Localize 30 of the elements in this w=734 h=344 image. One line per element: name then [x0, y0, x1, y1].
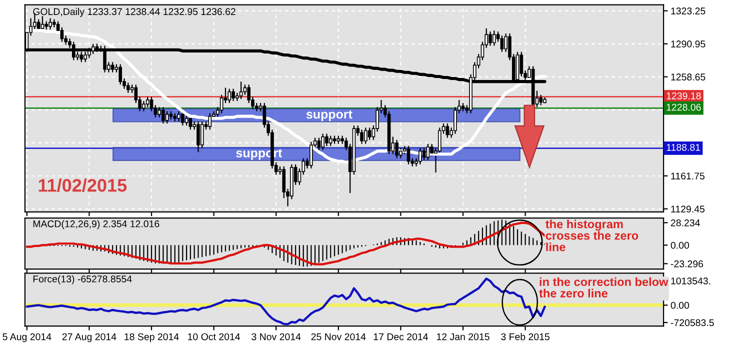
y-tick-label: 1323.25 [671, 8, 706, 14]
y-tick-label: 1290.95 [671, 40, 706, 48]
chart-title: GOLD,Daily 1233.37 1238.44 1232.95 1236.62 [33, 8, 236, 17]
y-tick-label: 1013543. [671, 277, 710, 284]
chart-title: Force(13) -65278.8554 [33, 275, 132, 284]
y-tick-label: 1161.75 [671, 172, 704, 180]
y-tick-label: 1129.45 [671, 206, 704, 213]
y-tick-label: -720583.5 [670, 319, 714, 326]
x-tick-label: 3 Nov 2014 [252, 333, 301, 340]
ref-line-label: 1188.81 [666, 144, 700, 151]
x-tick-label: 5 Aug 2014 [2, 333, 52, 342]
x-tick-label: 25 Nov 2014 [311, 333, 366, 340]
chart-title: MACD(12,26,9) 2.354 12.016 [33, 220, 160, 230]
y-tick-label: 0.00 [670, 242, 690, 249]
x-tick-label: 18 Sep 2014 [124, 333, 179, 342]
y-tick-label: -23.296 [670, 260, 704, 268]
x-tick-label: 27 Aug 2014 [62, 333, 116, 342]
x-tick-label: 10 Oct 2014 [188, 333, 240, 340]
annotation: in the correction below the zero line [539, 277, 668, 298]
annotation: 11/02/2015 [38, 178, 127, 192]
x-tick-label: 17 Dec 2014 [374, 333, 428, 340]
band-label: support [306, 110, 352, 122]
ref-line-label: 1228.06 [666, 104, 701, 111]
x-tick-label: 3 Feb 2015 [501, 333, 550, 340]
ref-line-label: 1239.18 [666, 92, 701, 100]
y-tick-label: 28.234 [670, 219, 700, 226]
y-tick-label: 0.00 [670, 302, 690, 309]
annotation: the histogram crosses the zero line [546, 220, 638, 252]
x-tick-label: 12 Jan 2015 [436, 333, 490, 340]
y-tick-label: 1258.65 [671, 74, 706, 80]
